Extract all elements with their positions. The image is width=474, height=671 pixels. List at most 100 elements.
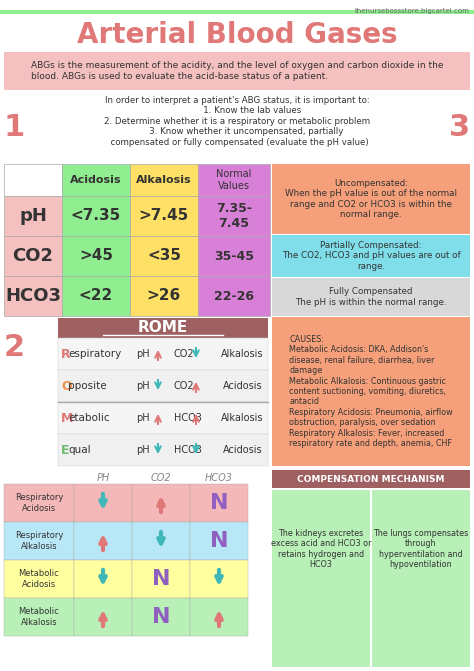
Bar: [74, 560, 132, 598]
Bar: [272, 164, 470, 234]
Text: R: R: [61, 348, 71, 360]
Text: HCO3: HCO3: [174, 445, 202, 455]
Text: HCO3: HCO3: [174, 413, 202, 423]
Bar: [130, 276, 198, 316]
Bar: [272, 235, 470, 277]
Text: 3: 3: [449, 113, 471, 142]
Bar: [190, 560, 248, 598]
Bar: [4, 236, 62, 276]
Text: N: N: [152, 569, 170, 589]
Text: Fully Compensated
The pH is within the normal range.: Fully Compensated The pH is within the n…: [295, 287, 447, 307]
Bar: [58, 370, 268, 402]
Text: CO2: CO2: [151, 473, 171, 483]
Text: pH: pH: [136, 381, 150, 391]
Text: Metabolic
Acidosis: Metabolic Acidosis: [18, 569, 59, 588]
Text: Alkalosis: Alkalosis: [220, 413, 263, 423]
Bar: [198, 236, 270, 276]
Text: thenursebossstore.bigcartel.com: thenursebossstore.bigcartel.com: [355, 8, 470, 14]
Text: PH: PH: [96, 473, 109, 483]
Bar: [62, 164, 130, 196]
Text: Alkalosis: Alkalosis: [136, 175, 192, 185]
Text: ROME: ROME: [138, 321, 188, 336]
Text: HCO3: HCO3: [5, 287, 61, 305]
Bar: [190, 598, 248, 636]
Bar: [58, 338, 268, 370]
Bar: [132, 598, 190, 636]
Bar: [4, 560, 74, 598]
Text: Normal
Values: Normal Values: [216, 169, 252, 191]
Text: The lungs compensates
through
hyperventilation and
hypoventilation: The lungs compensates through hyperventi…: [374, 529, 469, 569]
Text: HCO3: HCO3: [205, 473, 233, 483]
Text: N: N: [152, 607, 170, 627]
Text: <22: <22: [79, 289, 113, 303]
Text: N: N: [210, 531, 228, 551]
Text: <35: <35: [147, 248, 181, 264]
Bar: [190, 484, 248, 522]
Bar: [4, 522, 74, 560]
Bar: [58, 318, 268, 338]
Bar: [372, 490, 470, 667]
Text: COMPENSATION MECHANISM: COMPENSATION MECHANISM: [297, 474, 445, 484]
Text: Uncompensated:
When the pH value is out of the normal
range and CO2 or HCO3 is w: Uncompensated: When the pH value is out …: [285, 179, 457, 219]
Bar: [272, 317, 470, 466]
Bar: [272, 470, 470, 488]
Text: pH: pH: [136, 349, 150, 359]
Text: CO2: CO2: [12, 247, 54, 265]
Text: 7.35-
7.45: 7.35- 7.45: [216, 202, 252, 230]
Text: Acidosis: Acidosis: [223, 381, 263, 391]
Text: Respiratory
Acidosis: Respiratory Acidosis: [15, 493, 63, 513]
Text: The kidneys excretes
excess acid and HCO3 or
retains hydrogen and
HCO3: The kidneys excretes excess acid and HCO…: [271, 529, 371, 569]
Bar: [132, 560, 190, 598]
Bar: [132, 484, 190, 522]
Bar: [4, 484, 74, 522]
Text: Arterial Blood Gases: Arterial Blood Gases: [77, 21, 397, 49]
Text: etabolic: etabolic: [68, 413, 109, 423]
Bar: [4, 196, 62, 236]
Bar: [4, 164, 62, 196]
Bar: [62, 196, 130, 236]
Bar: [132, 522, 190, 560]
Bar: [190, 522, 248, 560]
Text: N: N: [210, 493, 228, 513]
Text: >7.45: >7.45: [139, 209, 189, 223]
Bar: [58, 434, 268, 466]
Text: CO2: CO2: [174, 381, 195, 391]
Text: espiratory: espiratory: [68, 349, 121, 359]
Bar: [74, 522, 132, 560]
Bar: [4, 598, 74, 636]
Bar: [4, 276, 62, 316]
Text: pposite: pposite: [68, 381, 107, 391]
Text: ABGs is the measurement of the acidity, and the level of oxygen and carbon dioxi: ABGs is the measurement of the acidity, …: [31, 61, 443, 81]
Text: E: E: [61, 444, 70, 456]
Bar: [62, 276, 130, 316]
Text: >45: >45: [79, 248, 113, 264]
Bar: [198, 196, 270, 236]
Bar: [62, 236, 130, 276]
Bar: [74, 598, 132, 636]
Bar: [272, 278, 470, 316]
Bar: [130, 196, 198, 236]
Text: Respiratory
Alkalosis: Respiratory Alkalosis: [15, 531, 63, 551]
Text: 1: 1: [3, 113, 25, 142]
Bar: [272, 490, 370, 667]
Bar: [130, 236, 198, 276]
Text: Acidosis: Acidosis: [223, 445, 263, 455]
Text: Acidosis: Acidosis: [70, 175, 122, 185]
Bar: [58, 402, 268, 434]
Text: In order to interpret a patient's ABG status, it is important to:
           1. : In order to interpret a patient's ABG st…: [104, 96, 370, 146]
Text: 22-26: 22-26: [214, 289, 254, 303]
Text: pH: pH: [136, 413, 150, 423]
Text: Alkalosis: Alkalosis: [220, 349, 263, 359]
Bar: [198, 276, 270, 316]
Bar: [74, 484, 132, 522]
Text: O: O: [61, 380, 72, 393]
Text: qual: qual: [68, 445, 91, 455]
Text: Partially Compensated:
The CO2, HCO3 and pH values are out of
range.: Partially Compensated: The CO2, HCO3 and…: [282, 241, 460, 271]
Text: >26: >26: [147, 289, 181, 303]
Bar: [130, 164, 198, 196]
Text: Metabolic
Alkalosis: Metabolic Alkalosis: [18, 607, 59, 627]
Bar: [0, 10, 474, 14]
Text: <7.35: <7.35: [71, 209, 121, 223]
Text: M: M: [61, 411, 73, 425]
Text: 35-45: 35-45: [214, 250, 254, 262]
